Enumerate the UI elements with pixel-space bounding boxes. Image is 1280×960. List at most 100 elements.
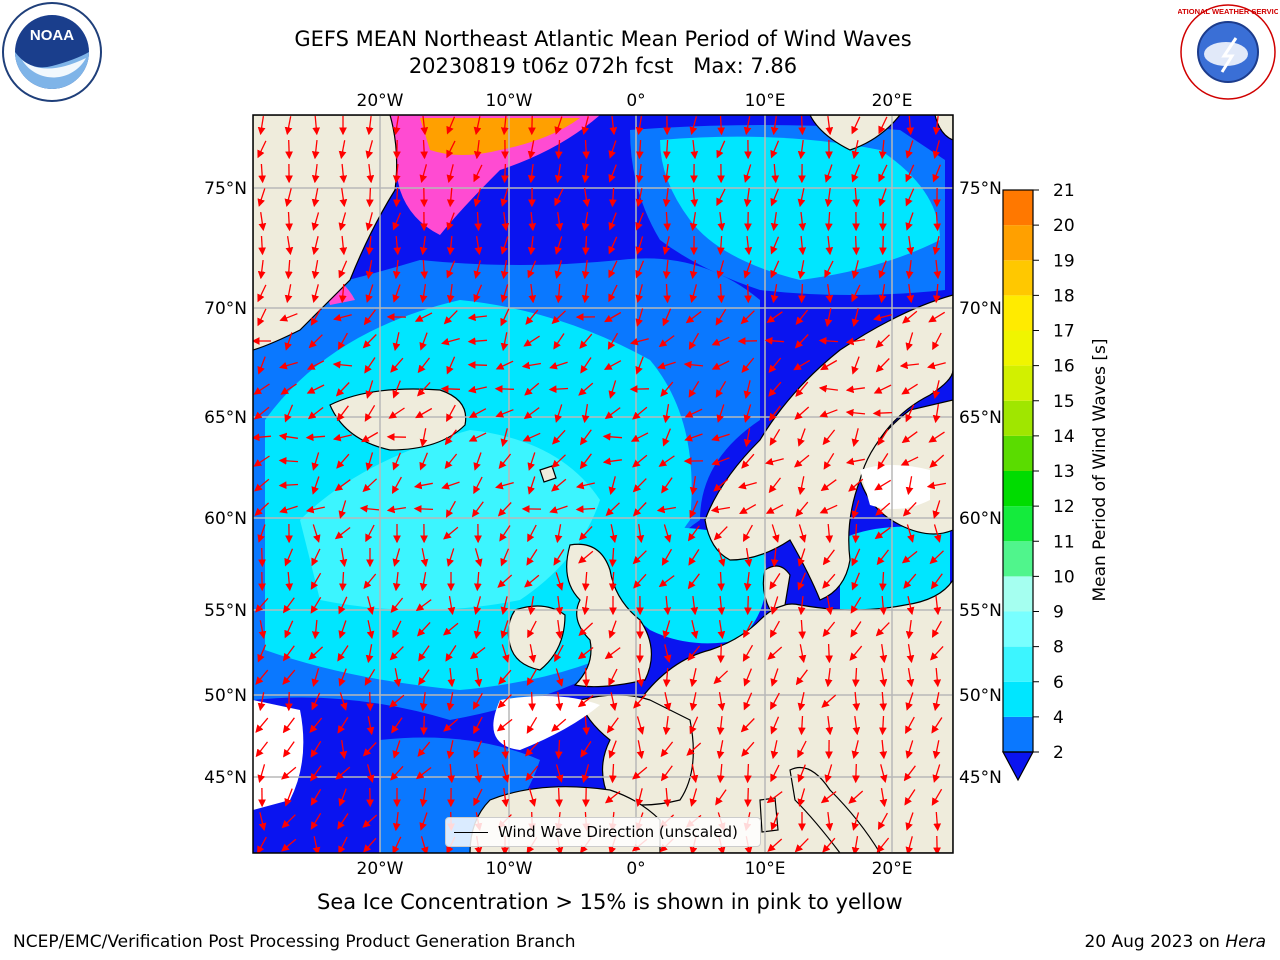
wind-wave-arrow	[468, 432, 487, 442]
wind-wave-arrow	[905, 692, 914, 711]
wind-wave-arrow	[851, 356, 860, 375]
wind-wave-arrow	[661, 548, 673, 566]
wind-wave-arrow	[932, 403, 941, 424]
wind-wave-arrow	[635, 188, 644, 208]
wind-wave-arrow	[363, 309, 376, 326]
colorbar-tick-label: 2	[1053, 743, 1064, 763]
wind-wave-arrow	[743, 404, 752, 423]
wind-wave-arrow	[663, 644, 672, 663]
wind-wave-arrow	[930, 645, 944, 661]
wind-wave-arrow	[635, 236, 644, 255]
wind-wave-arrow	[362, 334, 377, 349]
wind-wave-arrow	[332, 433, 352, 442]
wind-wave-arrow	[711, 457, 730, 466]
wind-wave-arrow	[555, 668, 564, 687]
wind-wave-arrow	[554, 739, 563, 760]
wind-wave-arrow	[743, 620, 753, 639]
wind-wave-arrow	[311, 164, 320, 184]
wind-wave-arrow	[742, 644, 754, 662]
colorbar-segment	[1003, 646, 1033, 682]
wind-wave-arrow	[285, 571, 294, 592]
wind-wave-arrow	[415, 766, 432, 780]
wind-wave-arrow	[820, 790, 837, 804]
wind-wave-arrow	[284, 116, 293, 136]
wind-wave-arrow	[769, 428, 781, 446]
wind-wave-arrow	[740, 718, 755, 733]
wind-wave-arrow	[633, 573, 647, 589]
wind-wave-arrow	[879, 211, 887, 232]
colorbar-segment	[1003, 330, 1033, 366]
wind-wave-arrow	[794, 838, 809, 853]
wind-wave-arrow	[446, 187, 455, 208]
wind-wave-arrow	[900, 456, 919, 466]
wind-wave-arrow	[933, 211, 942, 232]
lat-label-right: 55°N	[959, 601, 1002, 621]
wind-wave-arrow	[365, 259, 374, 280]
wind-wave-arrow	[741, 741, 755, 757]
wind-wave-arrow	[906, 284, 915, 304]
wind-wave-arrow	[905, 812, 914, 831]
wind-wave-arrow	[905, 476, 914, 496]
wind-wave-arrow	[554, 139, 563, 160]
wind-wave-arrow	[715, 380, 727, 398]
wind-wave-arrow	[312, 836, 321, 853]
wind-wave-arrow	[447, 595, 456, 616]
wind-wave-arrow	[906, 524, 915, 543]
wind-wave-arrow	[743, 260, 752, 279]
wind-wave-arrow	[528, 284, 537, 304]
wind-wave-arrow	[824, 211, 833, 232]
wind-wave-arrow	[822, 573, 836, 589]
wind-wave-arrow	[690, 140, 699, 160]
wind-wave-arrow	[446, 404, 456, 423]
colorbar-tick-label: 6	[1053, 673, 1064, 693]
wind-wave-arrow	[392, 187, 401, 208]
wind-wave-arrow	[581, 211, 590, 232]
wind-wave-arrow	[310, 788, 322, 806]
wind-wave-arrow	[282, 669, 296, 685]
footer-date-text: 20 Aug 2023 on	[1084, 932, 1220, 952]
chart-title: GEFS MEAN Northeast Atlantic Mean Period…	[253, 26, 953, 80]
wind-wave-arrow	[257, 524, 266, 543]
wind-wave-arrow	[500, 548, 510, 567]
wind-wave-arrow	[632, 766, 648, 780]
wind-wave-arrow	[770, 740, 779, 760]
wind-wave-arrow	[716, 763, 725, 784]
wind-wave-arrow	[310, 740, 322, 758]
wind-wave-arrow	[905, 332, 914, 351]
wind-wave-arrow	[873, 313, 892, 322]
wind-wave-arrow	[365, 452, 374, 471]
wind-wave-arrow	[798, 235, 807, 256]
wind-wave-arrow	[474, 211, 483, 232]
wind-wave-arrow	[496, 718, 513, 732]
wind-wave-arrow	[527, 260, 537, 279]
wind-wave-arrow	[417, 741, 431, 757]
lon-label-top: 10°E	[745, 91, 786, 111]
wind-wave-arrow	[497, 502, 512, 517]
wind-wave-arrow	[716, 188, 726, 207]
wind-wave-arrow	[420, 548, 429, 568]
wind-wave-arrow	[419, 812, 428, 831]
wind-wave-arrow	[609, 524, 618, 544]
wind-wave-arrow	[501, 764, 510, 783]
wind-wave-arrow	[795, 381, 809, 397]
wind-wave-arrow	[851, 500, 860, 519]
colorbar-segment	[1003, 506, 1033, 542]
wind-wave-arrow	[443, 526, 459, 540]
colorbar-tick-label: 17	[1053, 322, 1075, 342]
wind-wave-arrow	[525, 309, 539, 325]
wind-wave-arrow	[635, 260, 645, 279]
wind-wave-arrow	[442, 622, 459, 636]
wind-wave-arrow	[932, 500, 941, 519]
wind-wave-arrow	[444, 429, 457, 446]
wind-wave-arrow	[635, 139, 644, 160]
wind-wave-arrow	[877, 429, 889, 446]
wind-wave-arrow	[580, 741, 592, 758]
wind-wave-arrow	[551, 478, 567, 492]
colorbar-tick-label: 11	[1053, 532, 1075, 552]
wind-wave-arrow	[498, 669, 512, 685]
wind-wave-arrow	[743, 572, 752, 592]
wind-wave-arrow	[445, 500, 456, 518]
wind-wave-arrow	[419, 236, 428, 256]
wind-wave-arrow	[902, 310, 918, 324]
wind-wave-arrow	[413, 504, 434, 513]
